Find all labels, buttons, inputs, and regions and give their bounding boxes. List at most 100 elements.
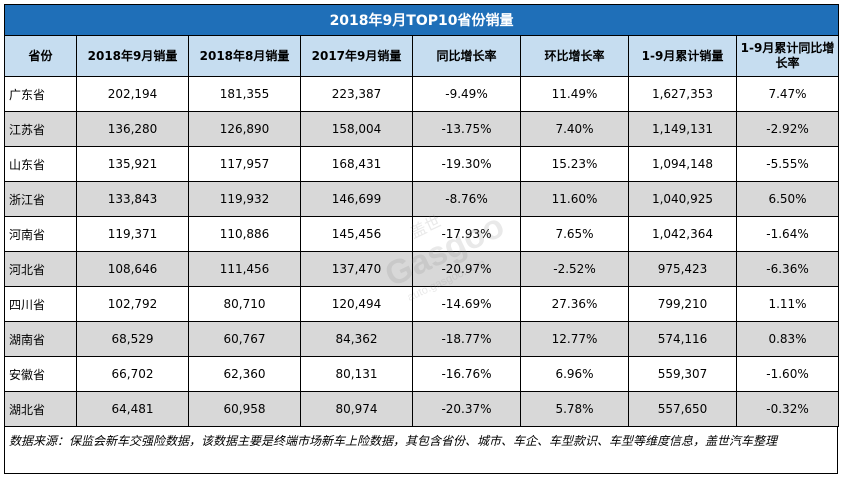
value-cell: 108,646 bbox=[76, 251, 189, 287]
value-cell: 120,494 bbox=[300, 286, 413, 322]
value-cell: 7.65% bbox=[520, 216, 629, 252]
value-cell: 111,456 bbox=[188, 251, 301, 287]
value-cell: 119,371 bbox=[76, 216, 189, 252]
value-cell: -0.32% bbox=[735, 391, 840, 427]
value-cell: 11.49% bbox=[520, 76, 629, 112]
value-cell: -1.64% bbox=[735, 216, 840, 252]
header-col-mom: 环比增长率 bbox=[520, 35, 629, 77]
value-cell: 202,194 bbox=[76, 76, 189, 112]
value-cell: 7.40% bbox=[520, 111, 629, 147]
value-cell: 126,890 bbox=[188, 111, 301, 147]
value-cell: 102,792 bbox=[76, 286, 189, 322]
value-cell: 117,957 bbox=[188, 146, 301, 182]
province-cell: 湖北省 bbox=[4, 391, 77, 427]
header-col-sep-2017: 2017年9月销量 bbox=[300, 35, 413, 77]
header-col-sep-2018: 2018年9月销量 bbox=[76, 35, 189, 77]
value-cell: 574,116 bbox=[628, 321, 737, 357]
value-cell: 1.11% bbox=[735, 286, 840, 322]
table-body: 广东省 202,194 181,355 223,387 -9.49% 11.49% 1,62… bbox=[4, 76, 840, 427]
value-cell: -13.75% bbox=[412, 111, 521, 147]
province-cell: 河南省 bbox=[4, 216, 77, 252]
header-col-ytd-yoy: 1-9月累计同比增长率 bbox=[735, 35, 840, 77]
value-cell: 136,280 bbox=[76, 111, 189, 147]
value-cell: 60,767 bbox=[188, 321, 301, 357]
value-cell: 799,210 bbox=[628, 286, 737, 322]
value-cell: -16.76% bbox=[412, 356, 521, 392]
value-cell: -6.36% bbox=[735, 251, 840, 287]
table-row: 山东省 135,921 117,957 168,431 -19.30% 15.23% 1,0… bbox=[4, 146, 840, 182]
value-cell: -1.60% bbox=[735, 356, 840, 392]
header-col-aug-2018: 2018年8月销量 bbox=[188, 35, 301, 77]
value-cell: -20.97% bbox=[412, 251, 521, 287]
value-cell: 181,355 bbox=[188, 76, 301, 112]
sales-table: 2018年9月TOP10省份销量 省份 2018年9月销量 2018年8月销量 201… bbox=[3, 4, 840, 427]
value-cell: 27.36% bbox=[520, 286, 629, 322]
province-cell: 湖南省 bbox=[4, 321, 77, 357]
value-cell: 7.47% bbox=[735, 76, 840, 112]
value-cell: -18.77% bbox=[412, 321, 521, 357]
value-cell: 0.83% bbox=[735, 321, 840, 357]
value-cell: 559,307 bbox=[628, 356, 737, 392]
value-cell: -19.30% bbox=[412, 146, 521, 182]
value-cell: 1,040,925 bbox=[628, 181, 737, 217]
header-col-ytd: 1-9月累计销量 bbox=[628, 35, 737, 77]
value-cell: 11.60% bbox=[520, 181, 629, 217]
header-col-province: 省份 bbox=[4, 35, 77, 77]
table-row: 湖北省 64,481 60,958 80,974 -20.37% 5.78% 557,650… bbox=[4, 391, 840, 427]
value-cell: 60,958 bbox=[188, 391, 301, 427]
value-cell: 168,431 bbox=[300, 146, 413, 182]
value-cell: 12.77% bbox=[520, 321, 629, 357]
value-cell: 146,699 bbox=[300, 181, 413, 217]
value-cell: -2.92% bbox=[735, 111, 840, 147]
value-cell: 110,886 bbox=[188, 216, 301, 252]
value-cell: 223,387 bbox=[300, 76, 413, 112]
province-cell: 江苏省 bbox=[4, 111, 77, 147]
table-row: 河南省 119,371 110,886 145,456 -17.93% 7.65% 1,04… bbox=[4, 216, 840, 252]
value-cell: 1,094,148 bbox=[628, 146, 737, 182]
value-cell: 557,650 bbox=[628, 391, 737, 427]
table-title: 2018年9月TOP10省份销量 bbox=[3, 4, 840, 36]
province-cell: 广东省 bbox=[4, 76, 77, 112]
province-cell: 安徽省 bbox=[4, 356, 77, 392]
table-row: 浙江省 133,843 119,932 146,699 -8.76% 11.60% 1,04… bbox=[4, 181, 840, 217]
value-cell: 68,529 bbox=[76, 321, 189, 357]
value-cell: 5.78% bbox=[520, 391, 629, 427]
table-row: 四川省 102,792 80,710 120,494 -14.69% 27.36% 799,… bbox=[4, 286, 840, 322]
value-cell: 1,149,131 bbox=[628, 111, 737, 147]
value-cell: 15.23% bbox=[520, 146, 629, 182]
data-table-container: 2018年9月TOP10省份销量 省份 2018年9月销量 2018年8月销量 201… bbox=[3, 4, 840, 474]
value-cell: 1,042,364 bbox=[628, 216, 737, 252]
province-cell: 四川省 bbox=[4, 286, 77, 322]
value-cell: 80,131 bbox=[300, 356, 413, 392]
header-row: 省份 2018年9月销量 2018年8月销量 2017年9月销量 同比增长率 环比增长率 1… bbox=[4, 35, 840, 77]
value-cell: 84,362 bbox=[300, 321, 413, 357]
source-footnote: 数据来源：保监会新车交强险数据，该数据主要是终端市场新车上险数据，其包含省份、城… bbox=[4, 427, 838, 474]
value-cell: 975,423 bbox=[628, 251, 737, 287]
province-cell: 山东省 bbox=[4, 146, 77, 182]
value-cell: -14.69% bbox=[412, 286, 521, 322]
value-cell: 119,932 bbox=[188, 181, 301, 217]
table-row: 河北省 108,646 111,456 137,470 -20.97% -2.52% 975… bbox=[4, 251, 840, 287]
value-cell: 6.50% bbox=[735, 181, 840, 217]
value-cell: 6.96% bbox=[520, 356, 629, 392]
value-cell: 135,921 bbox=[76, 146, 189, 182]
value-cell: 62,360 bbox=[188, 356, 301, 392]
table-row: 安徽省 66,702 62,360 80,131 -16.76% 6.96% 559,307… bbox=[4, 356, 840, 392]
header-col-yoy: 同比增长率 bbox=[412, 35, 521, 77]
value-cell: 137,470 bbox=[300, 251, 413, 287]
table-row: 广东省 202,194 181,355 223,387 -9.49% 11.49% 1,62… bbox=[4, 76, 840, 112]
value-cell: -8.76% bbox=[412, 181, 521, 217]
province-cell: 浙江省 bbox=[4, 181, 77, 217]
province-cell: 河北省 bbox=[4, 251, 77, 287]
value-cell: -2.52% bbox=[520, 251, 629, 287]
value-cell: -17.93% bbox=[412, 216, 521, 252]
value-cell: -5.55% bbox=[735, 146, 840, 182]
value-cell: 158,004 bbox=[300, 111, 413, 147]
value-cell: 1,627,353 bbox=[628, 76, 737, 112]
value-cell: 64,481 bbox=[76, 391, 189, 427]
value-cell: 133,843 bbox=[76, 181, 189, 217]
table-row: 湖南省 68,529 60,767 84,362 -18.77% 12.77% 574,11… bbox=[4, 321, 840, 357]
value-cell: -9.49% bbox=[412, 76, 521, 112]
value-cell: 145,456 bbox=[300, 216, 413, 252]
value-cell: -20.37% bbox=[412, 391, 521, 427]
